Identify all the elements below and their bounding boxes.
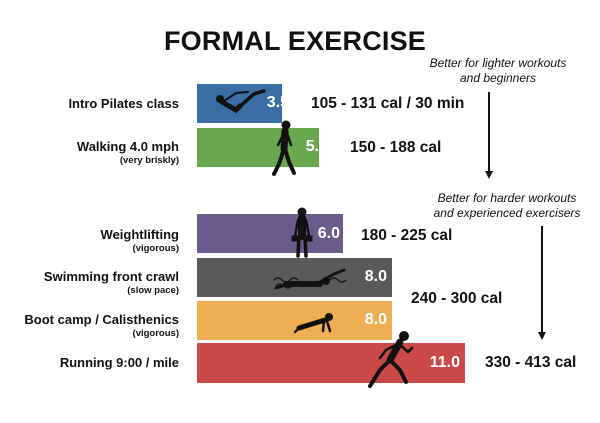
category-sublabel: (vigorous) bbox=[132, 243, 179, 254]
bar-value-label: 11.0 bbox=[429, 354, 460, 371]
bar-bootcamp bbox=[197, 301, 392, 340]
bar-value-label: 8.0 bbox=[364, 311, 387, 328]
calorie-label: 150 - 188 cal bbox=[350, 139, 442, 156]
bar-value-label: 6.0 bbox=[317, 225, 340, 242]
walking-figure-icon bbox=[272, 120, 296, 176]
calorie-label: 105 - 131 cal / 30 min bbox=[311, 95, 465, 112]
category-label: Swimming front crawl bbox=[43, 269, 179, 284]
note-line: Better for lighter workouts bbox=[429, 56, 567, 70]
label-swimming: Swimming front crawl (slow pace) bbox=[44, 270, 179, 298]
swimming-figure-icon bbox=[273, 268, 347, 290]
arrow-harder bbox=[541, 226, 543, 333]
category-label: Walking 4.0 mph bbox=[76, 139, 179, 154]
note-lighter: Better for lighter workouts and beginner… bbox=[428, 56, 568, 86]
arrow-lighter-head bbox=[485, 171, 493, 179]
note-line: and experienced exercisers bbox=[433, 206, 581, 220]
bar-pilates bbox=[197, 84, 282, 123]
label-running: Running 9:00 / mile bbox=[60, 356, 179, 370]
calorie-label: 330 - 413 cal bbox=[485, 354, 577, 371]
bar-value-label: 3.5 bbox=[266, 94, 289, 111]
bar-value-label: 8.0 bbox=[364, 268, 387, 285]
category-label: Boot camp / Calisthenics bbox=[24, 312, 179, 327]
category-label: Intro Pilates class bbox=[68, 96, 179, 111]
category-label: Weightlifting bbox=[100, 227, 179, 242]
label-pilates: Intro Pilates class bbox=[68, 97, 179, 111]
note-harder: Better for harder workouts and experienc… bbox=[427, 191, 587, 221]
label-walking: Walking 4.0 mph (very briskly) bbox=[77, 140, 179, 168]
category-sublabel: (slow pace) bbox=[127, 285, 179, 296]
note-line: and beginners bbox=[459, 71, 537, 85]
bar-running bbox=[197, 343, 465, 383]
arrow-harder-head bbox=[538, 332, 546, 340]
calorie-label: 180 - 225 cal bbox=[361, 227, 453, 244]
pushup-figure-icon bbox=[293, 313, 333, 334]
label-bootcamp: Boot camp / Calisthenics (vigorous) bbox=[24, 313, 179, 341]
label-weightlifting: Weightlifting (vigorous) bbox=[101, 228, 179, 256]
category-sublabel: (very briskly) bbox=[119, 155, 179, 166]
category-sublabel: (vigorous) bbox=[132, 328, 179, 339]
running-figure-icon bbox=[368, 331, 414, 388]
weightlifting-figure-icon bbox=[291, 207, 313, 258]
bar-weightlifting bbox=[197, 214, 343, 253]
arrow-lighter bbox=[488, 92, 490, 172]
calorie-label: 240 - 300 cal bbox=[411, 290, 503, 307]
bar-walking bbox=[197, 128, 319, 167]
bar-value-label: 5.0 bbox=[305, 138, 328, 155]
category-label: Running 9:00 / mile bbox=[59, 355, 179, 370]
chart-title: FORMAL EXERCISE bbox=[163, 26, 427, 56]
note-line: Better for harder workouts bbox=[437, 191, 577, 205]
pilates-figure-icon bbox=[216, 89, 266, 114]
